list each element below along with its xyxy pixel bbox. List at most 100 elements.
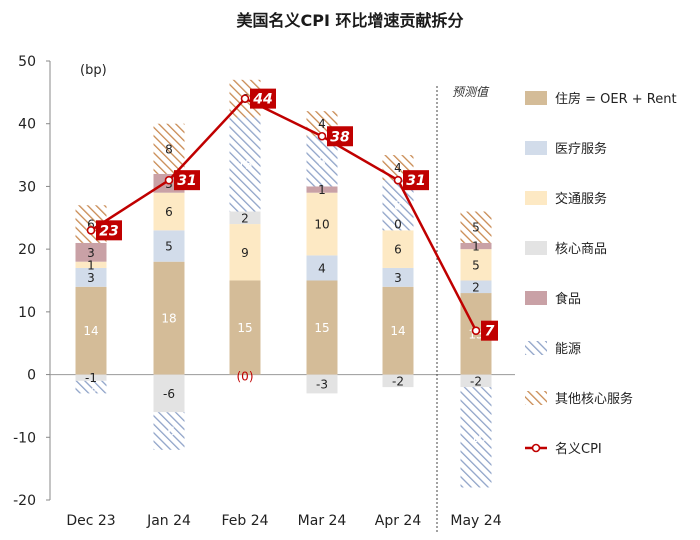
segment-value-label: 2 (472, 280, 480, 294)
segment-value-label: -2 (470, 374, 482, 388)
bar-segment (382, 286, 414, 375)
segment-value-label: 3 (87, 246, 95, 260)
y-tick-label: -10 (13, 430, 36, 446)
segment-value-label: 14 (83, 324, 98, 338)
cpi-label-text: 23 (99, 223, 118, 239)
y-tick-label: 0 (27, 368, 36, 384)
bar-segment (306, 280, 338, 375)
bar-segment (382, 230, 414, 268)
cpi-value-label: 23 (96, 220, 122, 241)
bar-segment (306, 186, 338, 193)
legend-swatch (525, 291, 547, 305)
bar-segment (75, 286, 107, 375)
legend-swatch (525, 341, 547, 355)
cpi-label-text: 31 (177, 173, 196, 189)
unit-label: (bp) (80, 63, 107, 78)
bar-segment (306, 255, 338, 281)
bar-segment (382, 267, 414, 287)
segment-value-label: 5 (472, 221, 480, 235)
cpi-point (240, 94, 250, 103)
cpi-point (86, 226, 96, 235)
legend-label: 核心商品 (555, 242, 607, 257)
x-tick-label: Feb 24 (221, 513, 268, 529)
legend-line-marker (531, 443, 541, 453)
segment-value-label: -6 (163, 425, 175, 439)
x-tick-label: May 24 (450, 513, 501, 529)
segment-value-label: 1 (472, 240, 480, 254)
y-tick-label: 20 (18, 242, 36, 258)
bar-segment (460, 280, 492, 294)
cpi-value-label: 44 (250, 88, 276, 109)
x-tick-label: Mar 24 (298, 513, 347, 529)
y-tick-label: -20 (13, 493, 36, 509)
cpi-label-text: 7 (485, 324, 495, 340)
bar-segment (306, 374, 338, 394)
bar-segment (460, 242, 492, 250)
cpi-point (317, 131, 327, 141)
legend: 住房 = OER + Rent 医疗服务交通服务核心商品食品能源其他核心服务名义C… (525, 91, 677, 457)
cpi-label-box (403, 170, 429, 191)
cpi-point (164, 175, 174, 185)
x-tick-label: Apr 24 (375, 513, 422, 529)
bar-segment (382, 374, 414, 388)
segment-value-label: -2 (392, 374, 404, 388)
segment-value-label: 8 (318, 155, 326, 169)
legend-swatch (525, 191, 547, 205)
bar-segment (460, 211, 492, 243)
cpi-value-label: 31 (403, 170, 429, 191)
legend-label: 交通服务 (555, 191, 607, 207)
legend-swatch (525, 391, 547, 405)
bar-segment (153, 123, 185, 174)
bar-segment (229, 224, 261, 281)
segment-value-label: (0) (237, 370, 254, 384)
segment-value-label: 14 (390, 324, 405, 338)
segment-value-label: -2 (85, 381, 97, 395)
bar-segment (75, 242, 107, 262)
segment-labels: 1431-13-261856-63-6815(0)9215615410-3184… (83, 92, 485, 445)
bar-segment (460, 249, 492, 281)
legend-swatch (525, 241, 547, 255)
segment-value-label: 5 (472, 258, 480, 272)
cpi-value-label: 38 (327, 126, 353, 147)
bar-segment (75, 380, 107, 394)
cpi-label-box (174, 170, 200, 191)
legend-label: 医疗服务 (555, 141, 607, 157)
segment-value-label: 3 (394, 271, 402, 285)
bar-segment (460, 374, 492, 388)
bars (75, 79, 492, 488)
forecast-label: 预测值 (452, 85, 490, 99)
cpi-label-text: 38 (330, 129, 350, 145)
segment-value-label: 18 (161, 312, 176, 326)
bar-segment (153, 230, 185, 262)
segment-value-label: 8 (394, 199, 402, 213)
segment-value-label: 6 (165, 205, 173, 219)
bar-segment (75, 374, 107, 381)
segment-value-label: 5 (165, 240, 173, 254)
x-tick-label: Jan 24 (146, 513, 191, 529)
segment-value-label: -3 (316, 377, 328, 391)
segment-value-label: 3 (87, 271, 95, 285)
segment-value-label: 9 (241, 246, 249, 260)
y-tick-label: 30 (18, 179, 36, 195)
cpi-point (471, 326, 481, 335)
segment-value-label: 15 (314, 321, 329, 335)
bar-segment (153, 412, 185, 450)
segment-value-label: 4 (318, 261, 326, 275)
segment-value-label: 2 (241, 211, 249, 225)
y-tick-label: 40 (18, 117, 36, 133)
segment-value-label: 6 (87, 218, 95, 232)
cpi-label-text: 31 (406, 173, 425, 189)
cpi-point (393, 175, 403, 185)
segment-value-label: -16 (466, 431, 486, 445)
cpi-value-label: 7 (481, 320, 498, 341)
legend-label: 能源 (555, 342, 581, 357)
cpi-value-label: 31 (174, 170, 200, 191)
cpi-label-text: 44 (252, 92, 272, 108)
segment-value-label: 6 (394, 243, 402, 257)
legend-label: 名义CPI (555, 441, 602, 457)
segment-value-label: 1 (318, 183, 326, 197)
bar-segment (153, 374, 185, 413)
